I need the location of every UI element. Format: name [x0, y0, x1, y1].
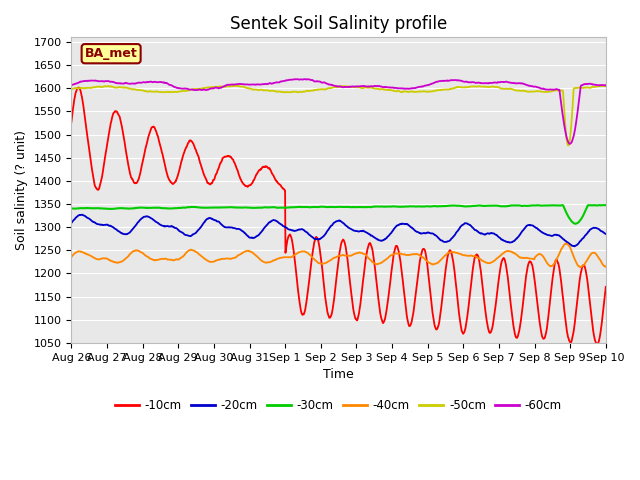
- -10cm: [106, 125, 114, 131]
- Line: -40cm: -40cm: [72, 243, 640, 267]
- -10cm: [412, 291, 420, 297]
- -20cm: [106, 223, 114, 228]
- -40cm: [68, 254, 76, 260]
- -40cm: [577, 264, 584, 270]
- -40cm: [562, 240, 570, 246]
- -60cm: [106, 79, 113, 84]
- Line: -10cm: -10cm: [72, 87, 640, 368]
- -50cm: [68, 86, 76, 92]
- -40cm: [431, 261, 439, 266]
- -40cm: [412, 252, 419, 257]
- -60cm: [412, 85, 419, 91]
- Line: -50cm: -50cm: [72, 85, 640, 145]
- -40cm: [106, 257, 113, 263]
- -10cm: [432, 325, 440, 331]
- -60cm: [566, 141, 573, 147]
- Legend: -10cm, -20cm, -30cm, -40cm, -50cm, -60cm: -10cm, -20cm, -30cm, -40cm, -50cm, -60cm: [111, 395, 566, 417]
- -20cm: [68, 220, 76, 226]
- Line: -20cm: -20cm: [72, 215, 640, 253]
- -50cm: [431, 88, 439, 94]
- Line: -30cm: -30cm: [72, 204, 640, 224]
- X-axis label: Time: Time: [323, 368, 354, 381]
- -30cm: [106, 206, 113, 212]
- -50cm: [564, 143, 572, 148]
- -50cm: [412, 89, 419, 95]
- Y-axis label: Soil salinity (? unit): Soil salinity (? unit): [15, 130, 28, 250]
- -60cm: [68, 82, 76, 88]
- -20cm: [412, 228, 420, 234]
- -50cm: [106, 84, 113, 90]
- Line: -60cm: -60cm: [72, 79, 640, 144]
- -20cm: [432, 232, 440, 238]
- Text: BA_met: BA_met: [84, 47, 138, 60]
- -10cm: [75, 84, 83, 90]
- -60cm: [431, 80, 439, 85]
- -10cm: [68, 119, 76, 125]
- -30cm: [68, 205, 76, 211]
- -30cm: [412, 204, 419, 209]
- -30cm: [431, 203, 439, 209]
- -30cm: [572, 221, 579, 227]
- Title: Sentek Soil Salinity profile: Sentek Soil Salinity profile: [230, 15, 447, 33]
- -20cm: [78, 212, 86, 217]
